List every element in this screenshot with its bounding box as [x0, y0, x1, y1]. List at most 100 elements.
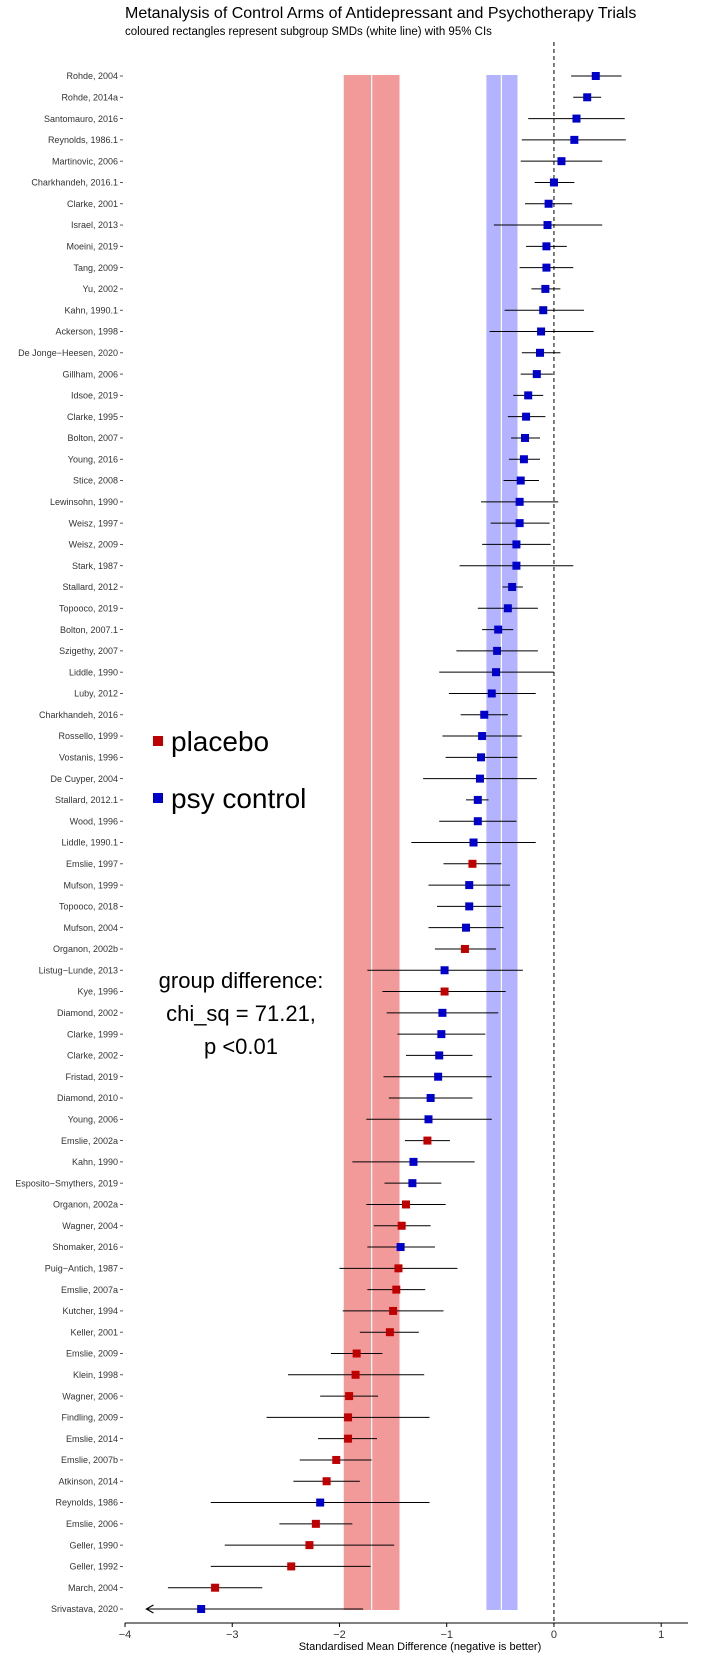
point-estimate	[401, 1200, 410, 1209]
study-label: Mufson, 2004	[63, 923, 118, 933]
study-row	[339, 1264, 458, 1273]
study-row	[503, 476, 539, 485]
point-estimate	[480, 710, 489, 719]
point-estimate	[487, 689, 496, 698]
study-row	[508, 455, 541, 464]
point-estimate	[305, 1541, 314, 1550]
study-row	[442, 732, 522, 741]
point-estimate	[440, 966, 449, 975]
study-row	[482, 625, 514, 634]
point-estimate	[438, 1008, 447, 1017]
study-label: Bolton, 2007	[67, 433, 118, 443]
point-estimate	[512, 540, 521, 549]
study-row	[383, 1072, 492, 1081]
point-estimate	[544, 199, 553, 208]
study-label: Fristad, 2019	[65, 1072, 118, 1082]
point-estimate	[494, 625, 503, 634]
point-estimate	[351, 1370, 360, 1379]
point-estimate	[197, 1605, 206, 1613]
study-row	[397, 1030, 486, 1039]
study-row	[531, 284, 561, 293]
point-estimate	[493, 646, 502, 655]
study-label: Wagner, 2006	[62, 1391, 118, 1401]
study-label: De Jonge−Heesen, 2020	[18, 348, 118, 358]
study-label: Kahn, 1990	[72, 1157, 118, 1167]
study-label: Reynolds, 1986	[55, 1498, 118, 1508]
study-label: Kutcher, 1994	[62, 1306, 118, 1316]
point-estimate	[385, 1328, 394, 1337]
study-label: Klein, 1998	[73, 1370, 118, 1380]
point-estimate	[469, 838, 478, 847]
study-label: Kye, 1996	[77, 987, 118, 997]
study-label: Weisz, 2009	[69, 540, 118, 550]
study-label: Keller, 2001	[70, 1327, 118, 1337]
x-tick-label: −2	[333, 1629, 346, 1641]
study-row	[521, 135, 626, 144]
x-axis-label: Standardised Mean Difference (negative i…	[299, 1641, 542, 1653]
study-row	[145, 1604, 364, 1614]
study-row	[367, 1243, 435, 1252]
point-estimate	[408, 1179, 417, 1188]
study-label: Organon, 2002a	[53, 1200, 118, 1210]
x-tick-label: 0	[551, 1629, 557, 1641]
point-estimate	[532, 370, 541, 379]
study-label: Listug−Lunde, 2013	[39, 965, 118, 975]
study-label: Young, 2006	[68, 1114, 118, 1124]
study-row	[384, 1179, 442, 1188]
point-estimate	[332, 1455, 341, 1464]
chart-title: Metanalysis of Control Arms of Antidepre…	[125, 5, 636, 22]
study-row	[224, 1541, 395, 1550]
point-estimate	[394, 1264, 403, 1273]
study-label: Mufson, 1999	[63, 880, 118, 890]
study-label: Emslie, 2006	[66, 1519, 118, 1529]
annotation-line: chi_sq = 71.21,	[166, 1001, 316, 1026]
study-row	[367, 1285, 426, 1294]
study-label: Idsoe, 2019	[71, 391, 118, 401]
point-estimate	[543, 221, 552, 230]
point-estimate	[515, 497, 524, 506]
study-row	[266, 1413, 430, 1422]
study-row	[493, 221, 603, 230]
chart-subtitle: coloured rectangles represent subgroup S…	[125, 26, 492, 38]
point-estimate	[435, 1051, 444, 1060]
study-label: Rohde, 2004	[66, 71, 118, 81]
point-estimate	[322, 1477, 331, 1486]
study-label: Santomauro, 2016	[44, 114, 118, 124]
study-label: Atkinson, 2014	[58, 1476, 118, 1486]
point-estimate	[437, 1030, 446, 1039]
point-estimate	[508, 583, 517, 591]
study-label: Liddle, 1990.1	[61, 838, 118, 848]
study-label: Emslie, 2007a	[61, 1285, 118, 1295]
legend-label: placebo	[171, 726, 269, 757]
point-estimate	[522, 412, 531, 421]
study-row	[330, 1349, 383, 1358]
study-row	[404, 1136, 450, 1145]
study-row	[511, 433, 541, 442]
study-label: Kahn, 1990.1	[64, 305, 118, 315]
study-label: Yu, 2002	[82, 284, 118, 294]
point-estimate	[473, 817, 482, 826]
point-estimate	[352, 1349, 361, 1358]
study-row	[520, 370, 553, 379]
study-labels: Rohde, 2004 Rohde, 2014a Santomauro, 2016 R…	[15, 71, 123, 1614]
study-row	[405, 1051, 473, 1060]
study-row	[439, 817, 517, 826]
point-estimate	[583, 93, 592, 102]
study-label: Charkhandeh, 2016.1	[31, 178, 118, 188]
study-row	[359, 1328, 419, 1337]
study-row	[299, 1455, 372, 1464]
study-label: Israel, 2013	[71, 220, 118, 230]
study-label: Srivastava, 2020	[51, 1604, 118, 1614]
annotation-line: group difference:	[159, 968, 324, 993]
study-label: Clarke, 1995	[67, 412, 118, 422]
point-estimate	[473, 795, 482, 804]
study-label: Diamond, 2002	[57, 1008, 118, 1018]
point-estimate	[503, 604, 512, 613]
point-estimate	[557, 157, 566, 166]
point-estimate	[477, 753, 486, 762]
study-label: Clarke, 1999	[67, 1029, 118, 1039]
study-row	[293, 1477, 360, 1486]
point-estimate	[512, 561, 521, 570]
study-row	[571, 72, 622, 80]
study-label: Emslie, 2007b	[61, 1455, 118, 1465]
